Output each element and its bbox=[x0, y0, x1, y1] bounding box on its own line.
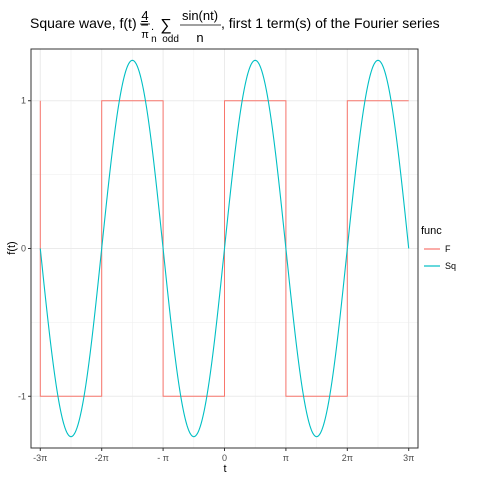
x-tick-label: π bbox=[283, 453, 289, 463]
chart-title: Square wave, f(t) = 4 π . ∑ n odd sin(nt… bbox=[30, 8, 440, 45]
legend: func F Sq bbox=[421, 225, 456, 271]
x-tick-label: 2π bbox=[342, 453, 353, 463]
series-layer bbox=[39, 59, 410, 438]
legend-title: func bbox=[421, 225, 442, 237]
title-sigma-sub: n odd bbox=[151, 34, 179, 45]
title-prefix: Square wave, f(t) = bbox=[30, 15, 153, 31]
y-axis: -1 0 1 bbox=[18, 96, 31, 401]
series-line-F bbox=[39, 100, 409, 397]
title-frac2-num: sin(nt) bbox=[182, 8, 218, 23]
x-tick-label: 0 bbox=[222, 453, 227, 463]
x-tick-label: -2π bbox=[95, 453, 109, 463]
x-tick-label: 3π bbox=[403, 453, 414, 463]
x-tick-label: -3π bbox=[33, 453, 47, 463]
x-axis: -3π -2π - π 0 π 2π 3π bbox=[33, 448, 414, 463]
title-frac1-den: π bbox=[141, 29, 149, 41]
title-suffix: , first 1 term(s) of the Fourier series bbox=[221, 15, 440, 31]
x-tick-label: - π bbox=[157, 453, 169, 463]
y-tick-label: 1 bbox=[21, 96, 26, 106]
x-axis-title: t bbox=[223, 463, 226, 475]
title-sigma: ∑ bbox=[160, 17, 171, 34]
legend-label-Sq: Sq bbox=[445, 261, 456, 271]
y-axis-title: f(t) bbox=[6, 241, 18, 254]
title-frac2-den: n bbox=[196, 30, 203, 45]
legend-entries: F Sq bbox=[424, 244, 456, 271]
series-line-Sq bbox=[39, 59, 410, 438]
plot-panel bbox=[30, 48, 419, 449]
legend-label-F: F bbox=[445, 244, 451, 254]
y-tick-label: 0 bbox=[21, 244, 26, 254]
title-dot: . bbox=[151, 21, 154, 33]
y-tick-label: -1 bbox=[18, 391, 26, 401]
title-frac1-num: 4 bbox=[141, 8, 148, 23]
